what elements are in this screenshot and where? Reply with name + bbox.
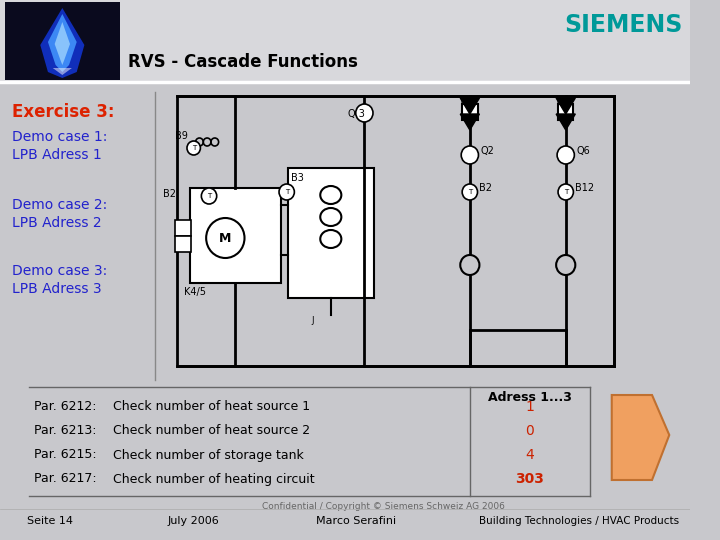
Bar xyxy=(0,0,690,82)
Text: T: T xyxy=(468,189,472,195)
Bar xyxy=(190,188,281,283)
Polygon shape xyxy=(40,8,84,78)
Text: 4: 4 xyxy=(526,448,534,462)
Text: B12: B12 xyxy=(575,183,595,193)
Text: Y1: Y1 xyxy=(459,96,470,106)
Circle shape xyxy=(558,184,573,200)
Text: Q6: Q6 xyxy=(576,146,590,156)
Text: Check number of heating circuit: Check number of heating circuit xyxy=(113,472,315,485)
Polygon shape xyxy=(48,14,77,72)
Text: Seite 14: Seite 14 xyxy=(27,516,73,526)
Text: SIEMENS: SIEMENS xyxy=(564,13,683,37)
Text: J: J xyxy=(311,316,314,325)
Text: Par. 6212:: Par. 6212: xyxy=(34,401,96,414)
Text: Q2: Q2 xyxy=(480,146,494,156)
Text: Demo case 3:: Demo case 3: xyxy=(12,264,107,278)
Circle shape xyxy=(356,104,373,122)
Text: K4/5: K4/5 xyxy=(184,287,206,297)
Text: LPB Adress 2: LPB Adress 2 xyxy=(12,216,101,230)
Circle shape xyxy=(202,188,217,204)
Text: Par. 6217:: Par. 6217: xyxy=(34,472,96,485)
Text: Check number of heat source 2: Check number of heat source 2 xyxy=(113,424,310,437)
Text: T: T xyxy=(207,193,211,199)
Circle shape xyxy=(460,255,480,275)
Bar xyxy=(176,220,191,236)
Text: T: T xyxy=(564,189,568,195)
Text: B9: B9 xyxy=(176,131,189,141)
Text: B3: B3 xyxy=(291,173,303,183)
Circle shape xyxy=(187,141,200,155)
Text: RVS - Cascade Functions: RVS - Cascade Functions xyxy=(127,53,357,71)
Text: Par. 6215:: Par. 6215: xyxy=(34,449,96,462)
Text: Q 3: Q 3 xyxy=(348,109,365,119)
Bar xyxy=(5,2,120,80)
Text: 303: 303 xyxy=(516,472,544,486)
Text: Confidential / Copyright © Siemens Schweiz AG 2006: Confidential / Copyright © Siemens Schwe… xyxy=(262,502,505,511)
Polygon shape xyxy=(53,68,72,75)
Circle shape xyxy=(279,184,294,200)
Text: M: M xyxy=(219,232,232,245)
Polygon shape xyxy=(556,98,575,114)
Text: T: T xyxy=(284,189,289,195)
Text: B2: B2 xyxy=(480,183,492,193)
Text: Check number of storage tank: Check number of storage tank xyxy=(113,449,304,462)
Circle shape xyxy=(206,218,245,258)
Text: Par. 6213:: Par. 6213: xyxy=(34,424,96,437)
Text: 0: 0 xyxy=(526,424,534,438)
Bar xyxy=(558,104,573,120)
Circle shape xyxy=(557,146,575,164)
Polygon shape xyxy=(612,395,670,480)
Text: July 2006: July 2006 xyxy=(168,516,220,526)
Polygon shape xyxy=(460,98,480,114)
Text: Adress 1...3: Adress 1...3 xyxy=(488,391,572,404)
Bar xyxy=(288,168,374,298)
Polygon shape xyxy=(460,114,480,130)
Bar xyxy=(177,96,613,366)
Text: LPB Adress 3: LPB Adress 3 xyxy=(12,282,101,296)
Text: Marco Serafini: Marco Serafini xyxy=(316,516,397,526)
Bar xyxy=(462,104,477,120)
Polygon shape xyxy=(55,22,70,65)
Text: Check number of heat source 1: Check number of heat source 1 xyxy=(113,401,310,414)
Text: Demo case 1:: Demo case 1: xyxy=(12,130,107,144)
Text: B2: B2 xyxy=(163,189,176,199)
Circle shape xyxy=(556,255,575,275)
Circle shape xyxy=(462,184,477,200)
Text: Demo case 2:: Demo case 2: xyxy=(12,198,107,212)
Text: T: T xyxy=(192,145,196,151)
Text: Exercise 3:: Exercise 3: xyxy=(12,103,114,121)
Circle shape xyxy=(462,146,479,164)
Text: Building Technologies / HVAC Products: Building Technologies / HVAC Products xyxy=(480,516,680,526)
Bar xyxy=(176,236,191,252)
Polygon shape xyxy=(556,114,575,130)
Text: Y5: Y5 xyxy=(554,96,567,106)
Text: 1: 1 xyxy=(526,400,534,414)
Text: LPB Adress 1: LPB Adress 1 xyxy=(12,148,102,162)
